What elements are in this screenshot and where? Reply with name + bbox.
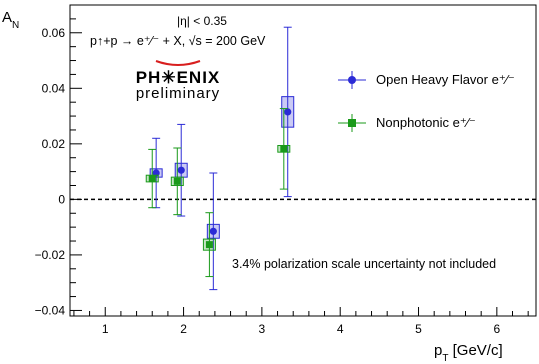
y-tick-label: 0 (58, 192, 65, 206)
legend (338, 71, 366, 132)
x-tick-label: 1 (102, 322, 109, 336)
y-tick-label: 0.04 (42, 81, 66, 95)
reaction-annotation: p↑+p → e⁺⁄⁻ + X, √s = 200 GeV (90, 34, 266, 48)
y-tick-label: 0.02 (42, 137, 66, 151)
data-points (145, 26, 295, 291)
x-tick-label: 4 (337, 322, 344, 336)
logo-preliminary: preliminary (135, 85, 221, 102)
x-tick-label: 3 (259, 322, 266, 336)
eta-cut-annotation: |η| < 0.35 (177, 14, 227, 28)
logo-word: PH✳ENIX (135, 68, 221, 87)
data-point (284, 108, 292, 116)
y-tick-label: −0.02 (35, 248, 66, 262)
legend-entry-nonphotonic: Nonphotonic e⁺⁄⁻ (376, 115, 476, 130)
phenix-logo: PH✳ENIX preliminary (128, 60, 228, 102)
data-point (205, 241, 213, 249)
data-point (177, 166, 185, 174)
data-point (148, 175, 156, 183)
x-axis-title: pT [GeV/c] (434, 342, 503, 364)
plot-frame (69, 4, 537, 317)
logo-swoosh-icon (155, 60, 201, 66)
scale-uncertainty-note: 3.4% polarization scale uncertainty not … (232, 257, 497, 271)
x-tick-label: 5 (415, 322, 422, 336)
legend-entry-open-heavy-flavor: Open Heavy Flavor e⁺⁄⁻ (376, 72, 515, 87)
x-tick-label: 6 (493, 322, 500, 336)
series-0 (149, 26, 295, 291)
plot-border (69, 4, 537, 317)
legend-marker-circle (348, 76, 356, 84)
y-axis-title: AN (2, 9, 19, 31)
data-point (209, 227, 217, 235)
legend-marker-square (348, 119, 356, 127)
x-tick-label: 2 (180, 322, 187, 336)
y-tick-label: 0.06 (42, 26, 66, 40)
series-1 (145, 108, 291, 278)
y-tick-label: −0.04 (35, 303, 66, 317)
data-point (280, 145, 288, 153)
data-point (173, 177, 181, 185)
axis-ticks: 1 2 3 4 5 6 −0.04 −0.02 0 0.02 0.04 0.06 (35, 18, 529, 336)
